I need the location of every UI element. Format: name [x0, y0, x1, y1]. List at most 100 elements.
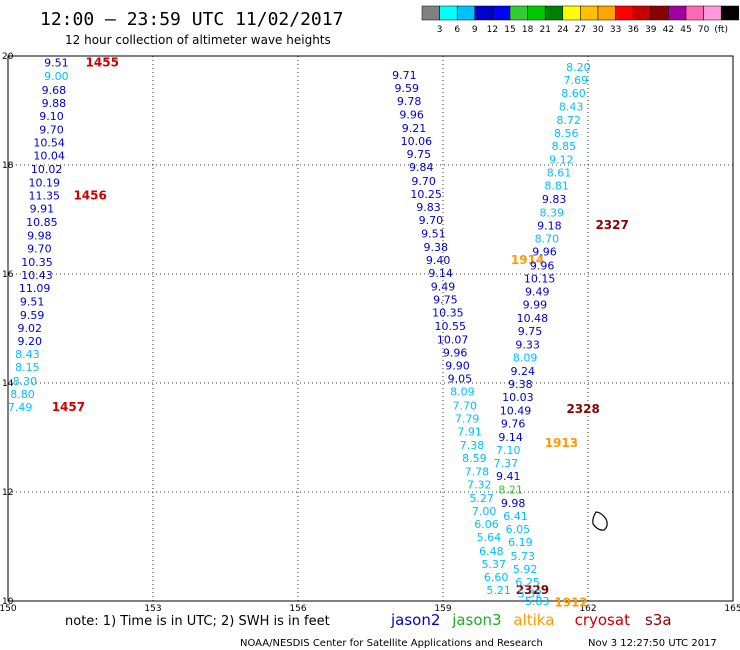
x-tick-label: 156 — [289, 604, 306, 614]
wave-height-point: 8.43 — [559, 101, 584, 114]
wave-height-point: 9.68 — [42, 84, 67, 97]
pass-time-label: 1455 — [86, 56, 119, 70]
wave-height-point: 9.51 — [44, 57, 69, 70]
chart-title: 12:00 — 23:59 UTC 11/02/2017 — [40, 9, 343, 30]
wave-height-point: 9.84 — [409, 161, 434, 174]
wave-height-point: 10.35 — [432, 307, 464, 320]
wave-height-point: 6.48 — [479, 545, 504, 558]
colorbar-swatch — [597, 5, 616, 21]
colorbar-swatch — [492, 5, 511, 21]
wave-height-point: 7.79 — [455, 412, 480, 425]
wave-height-point: 9.91 — [30, 203, 55, 216]
colorbar-swatch — [474, 5, 493, 21]
wave-height-point: 8.72 — [556, 114, 581, 127]
colorbar: 3 6 9 12 15 18 21 24 27 30 33 36 39 42 45 70 (ft) — [421, 5, 740, 35]
wave-height-point: 8.09 — [450, 386, 475, 399]
wave-height-point: 9.41 — [496, 470, 521, 483]
track-jason3-desc: 9.719.599.789.969.2110.069.759.849.7010.… — [392, 69, 549, 597]
wave-height-point: 10.55 — [435, 320, 467, 333]
colorbar-tick-label: 15 — [504, 25, 515, 35]
colorbar-tick-label: 9 — [472, 25, 478, 35]
wave-height-point: 9.24 — [511, 365, 536, 378]
wave-height-point: 9.99 — [523, 299, 548, 312]
wave-height-point: 11.09 — [19, 282, 51, 295]
wave-height-point: 10.02 — [31, 163, 63, 176]
wave-height-point: 5.92 — [513, 563, 538, 576]
colorbar-swatch — [650, 5, 669, 21]
wave-height-point: 9.51 — [421, 228, 446, 241]
wave-height-point: 5.73 — [511, 550, 536, 563]
wave-height-point: 9.49 — [431, 281, 456, 294]
wave-height-point: 7.69 — [564, 74, 589, 87]
colorbar-tick-label: 24 — [557, 25, 569, 35]
wave-height-point: 8.85 — [552, 140, 577, 153]
wave-height-point: 9.70 — [39, 124, 64, 137]
wave-height-point: 8.15 — [15, 361, 40, 374]
wave-height-point: 8.56 — [554, 127, 579, 140]
wave-height-point: 10.25 — [410, 188, 442, 201]
wave-height-point: 9.75 — [433, 294, 458, 307]
wave-height-point: 9.83 — [416, 201, 441, 214]
wave-height-point: 7.32 — [467, 478, 492, 491]
wave-height-point: 5.83 — [525, 595, 550, 608]
colorbar-tick-label: 70 — [698, 25, 710, 35]
colorbar-swatch — [527, 5, 546, 21]
wave-height-point: 6.19 — [508, 536, 533, 549]
pass-time-label: 2328 — [566, 402, 599, 416]
wave-height-point: 9.70 — [419, 214, 444, 227]
colorbar-swatch — [421, 5, 440, 21]
wave-height-point: 8.21 — [498, 483, 523, 496]
wave-height-point: 5.37 — [482, 558, 507, 571]
y-tick-label: 20 — [2, 52, 14, 62]
wave-height-point: 6.05 — [506, 523, 531, 536]
x-axis-ticks: 150 153 156 159 162 165 — [0, 604, 740, 614]
colorbar-swatch — [703, 5, 722, 21]
wave-height-point: 9.40 — [426, 254, 451, 267]
wave-height-point: 5.64 — [477, 531, 502, 544]
colorbar-tick-label: 39 — [645, 25, 657, 35]
x-tick-label: 150 — [0, 604, 17, 614]
colorbar-tick-label: 6 — [454, 25, 460, 35]
wave-height-point: 6.60 — [484, 571, 509, 584]
wave-height-point: 9.18 — [537, 219, 562, 232]
x-tick-label: 165 — [724, 604, 740, 614]
wave-height-point: 10.54 — [33, 137, 65, 150]
wave-height-point: 9.96 — [443, 346, 468, 359]
island-shape — [592, 511, 608, 531]
wave-height-point: 9.38 — [424, 241, 449, 254]
wave-height-point: 7.78 — [465, 465, 490, 478]
wave-height-point: 9.51 — [20, 295, 45, 308]
y-tick-label: 14 — [2, 379, 14, 389]
wave-height-point: 8.81 — [544, 180, 569, 193]
y-axis-ticks: 10 12 14 16 18 20 — [2, 52, 14, 607]
wave-height-point: 8.60 — [561, 87, 586, 100]
colorbar-tick-label: 12 — [487, 25, 498, 35]
wave-height-point: 8.43 — [15, 348, 40, 361]
chart-subtitle: 12 hour collection of altimeter wave hei… — [65, 33, 331, 47]
colorbar-swatch — [562, 5, 581, 21]
wave-height-point: 8.70 — [535, 233, 560, 246]
wave-height-point: 6.25 — [515, 576, 540, 589]
wave-height-point: 8.09 — [513, 351, 538, 364]
wave-height-point: 7.38 — [460, 439, 485, 452]
wave-height-point: 9.96 — [530, 259, 555, 272]
legend-item-jason3: jason3 — [451, 611, 501, 629]
wave-height-point: 9.49 — [525, 285, 550, 298]
colorbar-swatch — [580, 5, 599, 21]
colorbar-tick-label: 27 — [575, 25, 586, 35]
pass-time-label: 1457 — [52, 400, 85, 414]
pass-time-label: 2327 — [595, 218, 628, 232]
wave-height-point: 8.30 — [13, 375, 38, 388]
wave-height-point: 8.20 — [566, 61, 591, 74]
wave-height-point: 9.71 — [392, 69, 417, 82]
wave-height-point: 9.02 — [18, 322, 43, 335]
wave-height-point: 9.76 — [501, 417, 526, 430]
wave-height-point: 8.61 — [547, 167, 572, 180]
wave-height-point: 9.83 — [542, 193, 567, 206]
wave-height-point: 9.78 — [397, 95, 422, 108]
wave-height-point: 10.06 — [401, 135, 433, 148]
colorbar-tick-label: 30 — [592, 25, 604, 35]
wave-height-point: 7.10 — [496, 444, 521, 457]
wave-height-point: 10.49 — [500, 404, 532, 417]
